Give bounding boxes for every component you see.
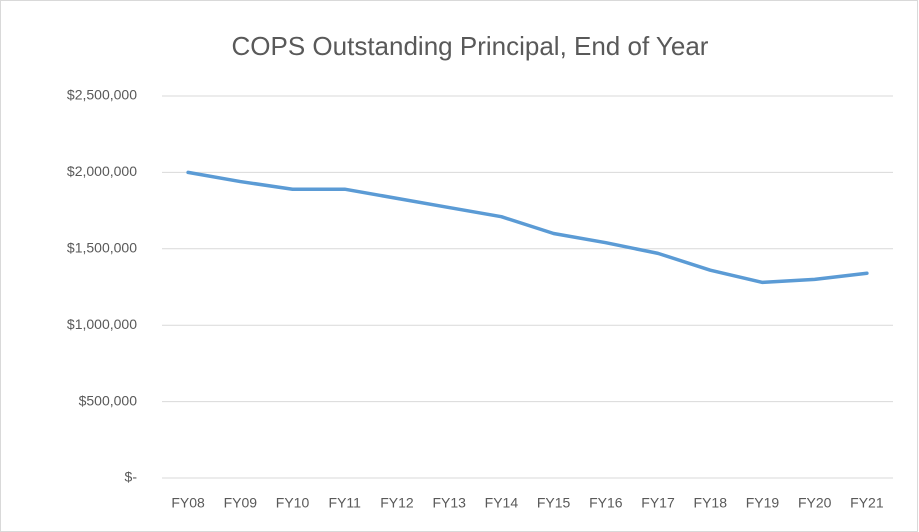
x-tick-label: FY13 bbox=[432, 495, 466, 511]
y-tick-label: $2,000,000 bbox=[67, 163, 137, 179]
x-tick-label: FY14 bbox=[485, 495, 519, 511]
y-tick-label: $1,000,000 bbox=[67, 316, 137, 332]
x-tick-label: FY10 bbox=[276, 495, 310, 511]
x-tick-label: FY09 bbox=[224, 495, 258, 511]
y-tick-label: $500,000 bbox=[79, 392, 138, 408]
line bbox=[186, 170, 869, 285]
chart-title: COPS Outstanding Principal, End of Year bbox=[232, 31, 709, 61]
x-tick-label: FY18 bbox=[694, 495, 728, 511]
y-tick-label: $- bbox=[125, 469, 138, 485]
x-tick-label: FY11 bbox=[329, 495, 362, 511]
y-tick-label: $2,500,000 bbox=[67, 87, 137, 103]
x-tick-label: FY21 bbox=[850, 495, 884, 511]
x-tick-label: FY17 bbox=[641, 495, 675, 511]
x-tick-label: FY12 bbox=[380, 495, 414, 511]
x-tick-label: FY15 bbox=[537, 495, 571, 511]
x-tick-label: FY16 bbox=[589, 495, 623, 511]
x-tick-label: FY08 bbox=[171, 495, 205, 511]
x-tick-label: FY19 bbox=[746, 495, 780, 511]
y-tick-label: $1,500,000 bbox=[67, 240, 137, 256]
x-tick-label: FY20 bbox=[798, 495, 832, 511]
